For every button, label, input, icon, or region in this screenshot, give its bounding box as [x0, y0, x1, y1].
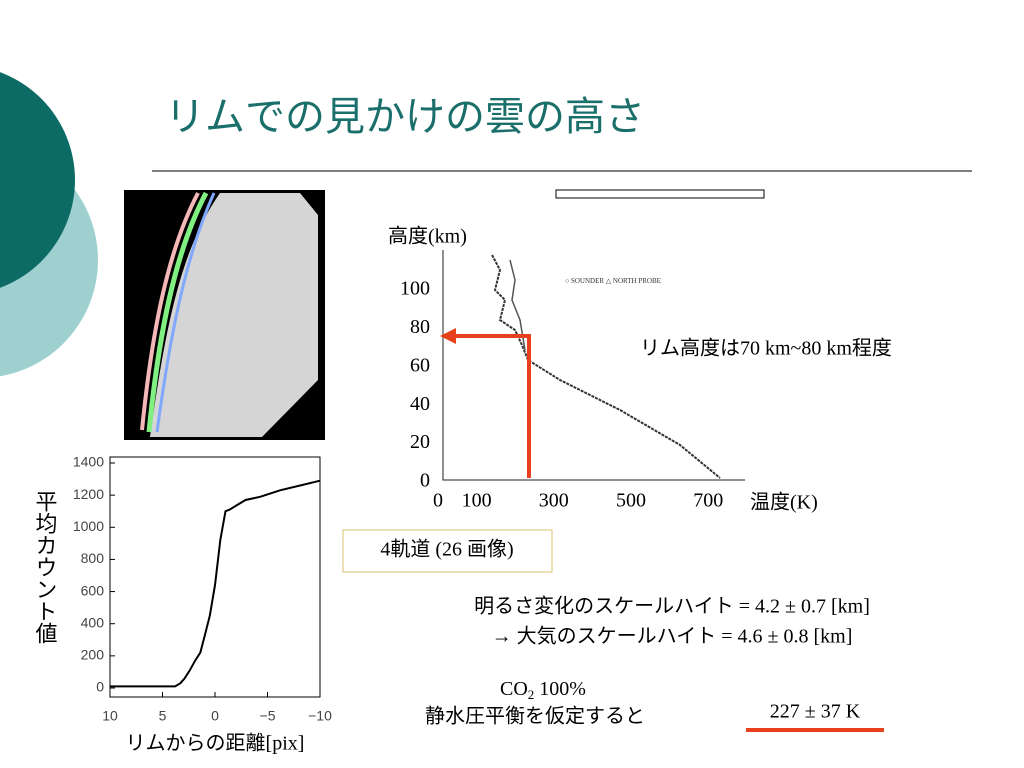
- y-tick-label: 80: [410, 316, 430, 338]
- x-tick-label: 0: [433, 490, 443, 512]
- profile-image: [440, 200, 750, 485]
- co2-sub: 2: [528, 687, 535, 702]
- x-tick-label: 300: [539, 490, 569, 512]
- scale-height: 明るさ変化のスケールハイト = 4.2 ± 0.7 [km]: [474, 595, 870, 618]
- y-tick-label: 1200: [73, 486, 104, 502]
- y-tick-label: 0: [420, 470, 430, 492]
- x-tick-label: −10: [308, 708, 332, 724]
- scale-height: → 大気のスケールハイト = 4.6 ± 0.8 [km]: [492, 625, 853, 648]
- co2: CO2 100%: [500, 678, 586, 702]
- axis-label: 平均カウント値: [33, 490, 58, 644]
- axis-label: 温度(K): [750, 491, 818, 514]
- note-box: [342, 529, 553, 573]
- y-tick-label: 1000: [73, 518, 104, 534]
- y-tick-label: 20: [410, 431, 430, 453]
- hydrostatic: 静水圧平衡を仮定すると: [425, 705, 645, 728]
- y-tick-label: 200: [81, 647, 105, 663]
- limb-line: [146, 191, 209, 433]
- co2-base: CO: [500, 678, 528, 700]
- axis-label: 高度(km): [388, 225, 467, 248]
- image-edge: [555, 189, 765, 199]
- y-tick-label: 1400: [73, 454, 104, 470]
- x-tick-label: 500: [616, 490, 646, 512]
- decor-circle: [0, 72, 75, 288]
- slide-title: リムでの見かけの雲の高さ: [165, 94, 645, 139]
- y-tick-label: 0: [96, 679, 104, 695]
- y-tick-label: 40: [410, 393, 430, 415]
- x-tick-label: 10: [102, 708, 118, 724]
- limb-line: [140, 192, 200, 431]
- arrow: [452, 334, 531, 478]
- profile-axes: [442, 250, 745, 481]
- x-tick-label: 5: [159, 708, 167, 724]
- limb-line: [155, 192, 216, 433]
- y-tick-label: 400: [81, 614, 105, 630]
- annotation: リム高度は70 km~80 km程度: [640, 337, 892, 360]
- x-tick-label: 700: [693, 490, 723, 512]
- legend-scan: ○ SOUNDER △ NORTH PROBE: [565, 277, 661, 285]
- y-tick-label: 800: [81, 550, 105, 566]
- x-tick-label: 100: [462, 490, 492, 512]
- orbit-note: 4軌道 (26 画像): [380, 538, 513, 561]
- arrowhead: [440, 328, 456, 344]
- axis-label: リムからの距離[pix]: [126, 732, 305, 755]
- y-tick-label: 100: [400, 278, 430, 300]
- count-line: [110, 479, 321, 688]
- co2-rest: 100%: [534, 678, 586, 700]
- result: 227 ± 37 K: [770, 701, 861, 723]
- x-tick-label: 0: [211, 708, 219, 724]
- y-tick-label: 60: [410, 354, 430, 376]
- profile-curve: [509, 259, 526, 351]
- y-tick-label: 600: [81, 582, 105, 598]
- x-tick-label: −5: [260, 708, 276, 724]
